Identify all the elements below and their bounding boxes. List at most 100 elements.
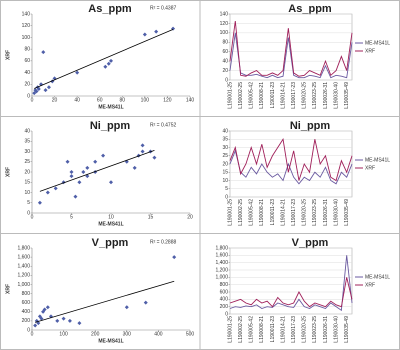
x-tick-label: 5 — [70, 214, 73, 220]
y-axis-label: XRF — [5, 50, 11, 60]
y-tick-label: 140 — [220, 11, 229, 17]
chart-title: V_ppm — [92, 237, 129, 249]
y-tick-label: 60 — [222, 49, 228, 55]
legend-label: ME-MS41L — [365, 157, 390, 163]
x-tick-label: 120 — [163, 97, 172, 103]
y-tick-label: 15 — [222, 170, 228, 176]
y-tick-label: 0 — [27, 93, 30, 99]
y-tick-label: 35 — [24, 139, 30, 145]
x-tick-label: L190014-21 — [280, 316, 286, 343]
x-tick-label: 0 — [31, 214, 34, 220]
series-line — [229, 138, 353, 182]
x-tick-label: L190035-49 — [344, 199, 350, 226]
x-axis-label: ME-MS41L — [98, 338, 123, 344]
x-tick-label: 0 — [31, 97, 34, 103]
y-tick-label: 15 — [24, 180, 30, 186]
y-tick-label: 1,400 — [17, 264, 30, 270]
x-tick-label: L190026-31 — [323, 82, 329, 109]
r-squared: R² = 0.4752 — [150, 122, 176, 128]
point — [103, 64, 108, 69]
y-tick-label: 120 — [22, 23, 31, 29]
legend-label: XRF — [365, 165, 375, 171]
point — [132, 165, 137, 170]
y-tick-label: 600 — [22, 300, 31, 306]
y-tick-label: 5 — [27, 200, 30, 206]
y-tick-label: 400 — [220, 297, 229, 303]
y-tick-label: 1,400 — [215, 260, 228, 266]
x-tick-label: L190008-21 — [259, 199, 265, 226]
chart-title: Ni_ppm — [90, 120, 131, 132]
x-tick-label: 20 — [52, 97, 58, 103]
point — [85, 165, 90, 170]
series-line — [229, 149, 353, 185]
y-tick-label: 30 — [24, 149, 30, 155]
x-tick-label: L190023-25 — [312, 199, 318, 226]
y-tick-label: 25 — [222, 153, 228, 159]
y-tick-label: 0 — [27, 327, 30, 333]
point — [46, 85, 51, 90]
y-tick-label: 20 — [24, 82, 30, 88]
y-tick-label: 80 — [24, 46, 30, 52]
x-tick-label: 80 — [120, 97, 126, 103]
y-tick-label: 1,200 — [17, 273, 30, 279]
y-tick-label: 10 — [222, 178, 228, 184]
y-tick-label: 60 — [24, 58, 30, 64]
y-tick-label: 100 — [220, 30, 229, 36]
series-line — [229, 21, 353, 77]
point — [109, 180, 113, 185]
x-tick-label: L190035-49 — [344, 82, 350, 109]
chart-title: V_ppm — [292, 237, 329, 249]
trendline — [34, 28, 174, 89]
point — [45, 305, 50, 310]
y-tick-label: 20 — [24, 169, 30, 175]
x-tick-label: L190017-23 — [291, 316, 297, 343]
series-line — [229, 277, 353, 308]
point — [61, 316, 66, 321]
point — [75, 70, 80, 75]
y-tick-label: 800 — [220, 282, 229, 288]
trendline — [35, 280, 175, 323]
legend-label: ME-MS41L — [365, 274, 390, 280]
x-tick-label: L190017-23 — [291, 82, 297, 109]
x-tick-label: L190014-21 — [280, 199, 286, 226]
chart-title: As_ppm — [88, 3, 132, 15]
x-tick-label: L190026-31 — [323, 316, 329, 343]
point — [69, 170, 74, 174]
legend-label: XRF — [365, 282, 375, 288]
legend-label: ME-MS41L — [365, 40, 390, 46]
y-tick-label: 20 — [222, 161, 228, 167]
chart-title: Ni_ppm — [290, 120, 331, 132]
y-tick-label: 0 — [27, 210, 30, 216]
y-tick-label: 20 — [222, 68, 228, 74]
point — [77, 180, 82, 185]
y-tick-label: 1,200 — [215, 267, 228, 273]
point — [53, 186, 58, 191]
series-line — [229, 255, 353, 312]
x-tick-label: 40 — [74, 97, 80, 103]
x-tick-label: L190035-49 — [344, 316, 350, 343]
y-tick-label: 1,600 — [215, 253, 228, 259]
point — [37, 200, 42, 205]
y-tick-label: 10 — [24, 190, 30, 196]
x-tick-label: L190020-25 — [302, 316, 308, 343]
point — [109, 58, 113, 63]
y-tick-label: 800 — [22, 291, 31, 297]
x-tick-label: L190002-25 — [238, 199, 244, 226]
x-tick-label: L190020-25 — [302, 82, 308, 109]
x-axis-label: ME-MS41L — [98, 104, 123, 110]
point — [36, 86, 41, 91]
r-squared: R² = 0.2888 — [150, 239, 176, 245]
x-tick-label: 500 — [186, 331, 195, 337]
x-tick-label: L190023-25 — [312, 316, 318, 343]
series-line — [229, 32, 353, 79]
x-tick-label: 200 — [91, 331, 100, 337]
x-tick-label: 100 — [59, 331, 68, 337]
x-tick-label: 60 — [97, 97, 103, 103]
y-tick-label: 1,800 — [215, 245, 228, 251]
x-tick-label: L190023-25 — [312, 82, 318, 109]
point — [69, 174, 74, 179]
point — [32, 91, 37, 96]
point — [81, 170, 86, 174]
x-tick-label: 10 — [108, 214, 114, 220]
